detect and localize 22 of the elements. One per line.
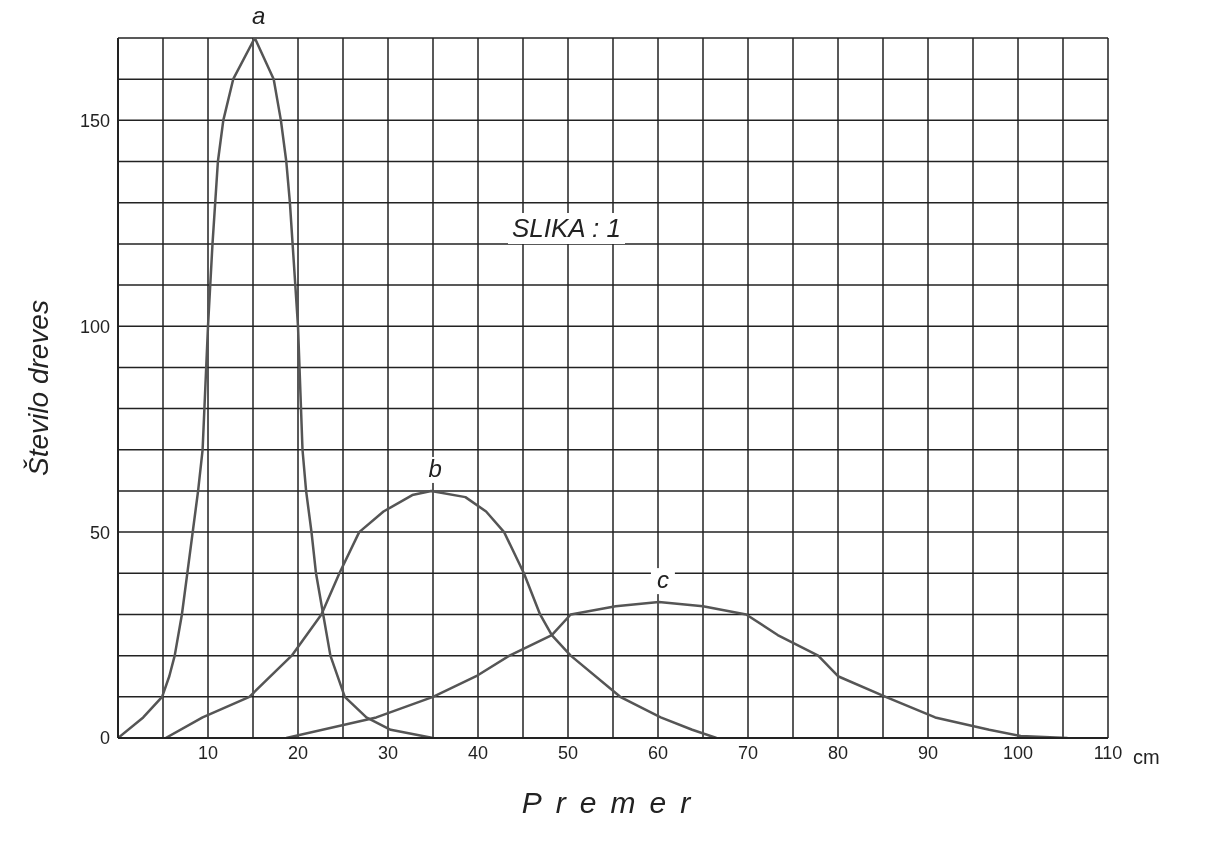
- x-tick-label: 90: [917, 742, 939, 763]
- x-tick-label: 10: [197, 742, 219, 763]
- series-label: b: [428, 454, 442, 482]
- y-axis-title: Število dreves: [22, 300, 54, 476]
- x-tick-label: 40: [467, 742, 489, 763]
- x-tick-label: 80: [827, 742, 849, 763]
- series-label: c: [656, 566, 669, 594]
- x-axis-title: Premer: [521, 786, 705, 819]
- x-tick-label: 50: [557, 742, 579, 763]
- y-tick-label: 150: [79, 110, 110, 131]
- x-tick-label: 100: [1002, 742, 1034, 763]
- y-tick-label: 50: [89, 522, 110, 543]
- text: cm: [1133, 746, 1160, 769]
- x-tick-label: 70: [737, 742, 759, 763]
- x-tick-label: 30: [377, 742, 399, 763]
- y-tick-label: 100: [79, 316, 110, 337]
- series-label: a: [252, 2, 266, 29]
- x-tick-label: 20: [287, 742, 309, 763]
- text: SLIKA : 1: [508, 213, 625, 244]
- x-tick-label: 110: [1093, 742, 1123, 763]
- x-tick-label: 60: [647, 742, 669, 763]
- y-tick-label: 0: [99, 728, 110, 749]
